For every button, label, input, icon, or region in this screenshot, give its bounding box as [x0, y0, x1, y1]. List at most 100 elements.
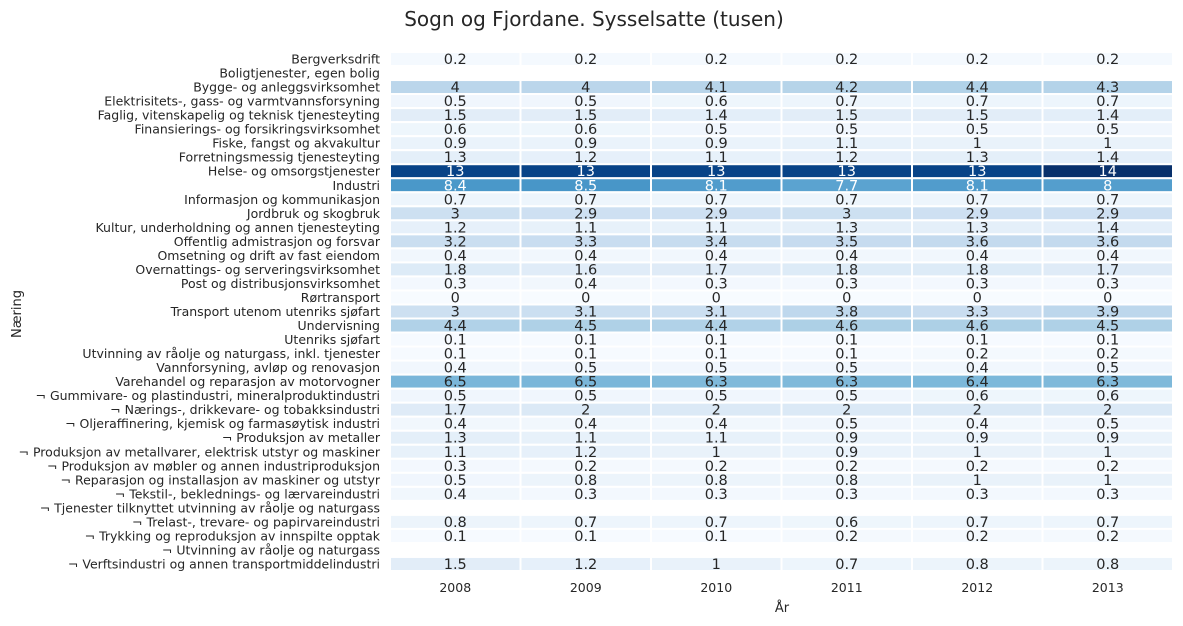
cell-value: 1: [1103, 445, 1112, 461]
cell-value: 0.3: [835, 276, 858, 292]
cell-value: 2: [1103, 403, 1112, 419]
cell-value: 0.9: [444, 136, 467, 152]
heatmap-cell: [1041, 527, 1174, 544]
cell-value: 0.5: [574, 94, 597, 110]
cell-value: 4.6: [835, 319, 858, 335]
cell-value: 0.7: [705, 515, 728, 531]
row-label: Transport utenom utenriks sjøfart: [170, 304, 380, 319]
cell-value: 0.8: [574, 473, 597, 489]
cell-value: 1.4: [1096, 108, 1119, 124]
cell-value: 1.4: [705, 108, 728, 124]
cell-value: 8.1: [966, 178, 989, 194]
row-label: Kultur, underholdning og annen tjenestey…: [95, 220, 380, 235]
cell-value: 1.7: [444, 403, 467, 419]
cell-value: 3: [451, 206, 460, 222]
cell-value: 0.8: [705, 473, 728, 489]
x-axis-label: År: [775, 600, 790, 616]
cell-value: 1.3: [444, 150, 467, 166]
column-label: 2013: [1092, 580, 1124, 595]
cell-value: 0.7: [1096, 515, 1119, 531]
cell-value: 0.1: [444, 333, 467, 349]
cell-value: 3.1: [705, 305, 728, 321]
cell-value: 0.6: [966, 389, 989, 405]
cell-value: 13: [577, 164, 595, 180]
cell-value: 0.4: [966, 417, 989, 433]
cell-value: 0.3: [835, 487, 858, 503]
cell-value: 0.4: [444, 487, 467, 503]
cell-value: 0.9: [574, 136, 597, 152]
cell-value: 0.2: [966, 52, 989, 68]
cell-value: 0.9: [835, 431, 858, 447]
cell-value: 0.8: [1096, 557, 1119, 573]
cell-value: 0.9: [835, 445, 858, 461]
cell-value: 3.1: [574, 305, 597, 321]
cell-value: 0.2: [574, 459, 597, 475]
cell-value: 1.3: [966, 150, 989, 166]
cell-value: 0.5: [444, 389, 467, 405]
cell-value: 0.7: [835, 192, 858, 208]
row-label: ¬ Produksjon av metaller: [222, 430, 381, 445]
cell-value: 0.2: [966, 347, 989, 363]
cell-value: 4.5: [1096, 319, 1119, 335]
cell-value: 1.3: [966, 220, 989, 236]
cell-value: 0.7: [705, 192, 728, 208]
cell-value: 0.5: [1096, 122, 1119, 138]
cell-value: 4.4: [966, 80, 989, 96]
cell-value: 0.8: [444, 515, 467, 531]
cell-value: 4: [581, 80, 590, 96]
cell-value: 0.1: [705, 529, 728, 545]
cell-value: 0.1: [1096, 333, 1119, 349]
cell-value: 1.1: [444, 445, 467, 461]
cell-value: 0.7: [835, 557, 858, 573]
cell-value: 0.9: [1096, 431, 1119, 447]
cell-value: 13: [707, 164, 725, 180]
cell-value: 0.2: [966, 529, 989, 545]
cell-value: 1.2: [574, 445, 597, 461]
cell-value: 0.7: [835, 94, 858, 110]
cell-value: 0: [451, 290, 460, 306]
cell-value: 4.2: [835, 80, 858, 96]
cell-value: 1.5: [574, 108, 597, 124]
cell-value: 0.4: [966, 248, 989, 264]
cell-value: 1: [1103, 136, 1112, 152]
cell-value: 0.7: [444, 192, 467, 208]
cell-value: 1: [712, 557, 721, 573]
heatmap-cell: [1041, 555, 1174, 572]
cell-value: 3: [842, 206, 851, 222]
cell-value: 4.3: [1096, 80, 1119, 96]
cell-value: 1.1: [574, 431, 597, 447]
row-label: Forretningsmessig tjenesteyting: [179, 150, 380, 165]
cell-value: 0.7: [574, 192, 597, 208]
cell-value: 3.2: [444, 234, 467, 250]
cell-value: 4.6: [966, 319, 989, 335]
row-label: Utvinning av råolje og naturgass, inkl. …: [82, 346, 380, 361]
row-label: ¬ Produksjon av metallvarer, elektrisk u…: [19, 444, 381, 459]
row-label: ¬ Nærings-, drikkevare- og tobakksindust…: [110, 402, 380, 417]
cell-value: 0.3: [444, 459, 467, 475]
row-label: Rørtransport: [301, 290, 380, 305]
cell-value: 3: [451, 305, 460, 321]
cell-value: 0.1: [444, 529, 467, 545]
cell-value: 4.4: [705, 319, 728, 335]
row-label: ¬ Produksjon av møbler og annen industri…: [47, 458, 380, 473]
cell-value: 8.5: [574, 178, 597, 194]
cell-value: 0.5: [444, 94, 467, 110]
cell-value: 3.8: [835, 305, 858, 321]
cell-value: 0: [581, 290, 590, 306]
cell-value: 1.1: [835, 136, 858, 152]
cell-value: 0.7: [1096, 94, 1119, 110]
cell-value: 1.2: [444, 220, 467, 236]
cell-value: 1.5: [835, 108, 858, 124]
row-label: Overnattings- og serveringsvirksomhet: [135, 262, 380, 277]
cell-value: 0.9: [705, 136, 728, 152]
row-label: Vannforsyning, avløp og renovasjon: [156, 360, 380, 375]
cell-value: 0.6: [574, 122, 597, 138]
cell-value: 0.5: [444, 473, 467, 489]
row-label: Omsetning og drift av fast eiendom: [157, 248, 380, 263]
cell-value: 1.7: [1096, 262, 1119, 278]
cell-value: 3.5: [835, 234, 858, 250]
cell-value: 0.2: [574, 52, 597, 68]
cell-value: 0.2: [835, 459, 858, 475]
cell-value: 2.9: [1096, 206, 1119, 222]
row-label: ¬ Utvinning av råolje og naturgass: [162, 542, 380, 557]
